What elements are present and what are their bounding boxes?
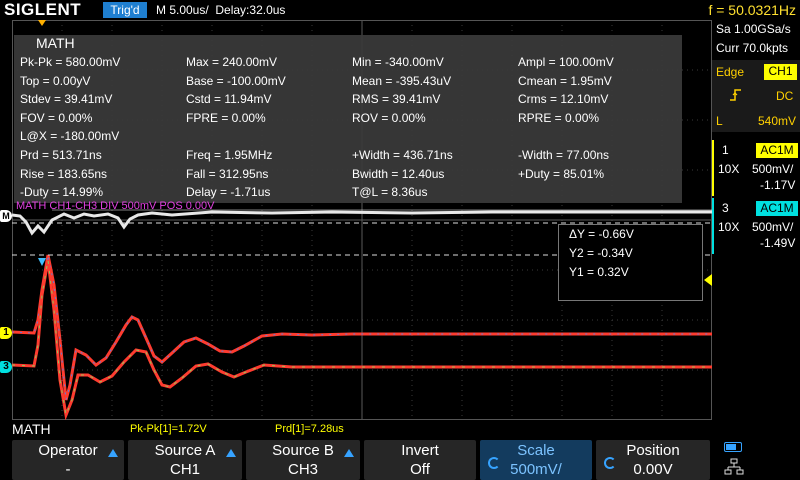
operator-label: Operator — [38, 442, 98, 459]
trigger-coupling: DC — [776, 89, 794, 103]
math-trace-label: MATH CH1-CH3 DIV 500mV POS 0.00V — [16, 200, 215, 212]
chevron-up-icon — [108, 449, 118, 457]
top-status-bar: SIGLENT Trig'd M 5.00us/ Delay:32.0us f … — [0, 0, 800, 20]
measurement-value: Mean = -395.43uV — [352, 73, 452, 88]
trigger-source-badge: CH1 — [764, 64, 797, 80]
timebase-readout[interactable]: M 5.00us/ Delay:32.0us — [156, 2, 285, 18]
measurement-value: Delay = -1.71us — [186, 185, 271, 200]
measurement-value: Cstd = 11.94mV — [186, 92, 272, 107]
cursor-marker-icon — [38, 258, 46, 266]
network-icon[interactable] — [724, 458, 744, 476]
measurement-value: FOV = 0.00% — [20, 110, 93, 125]
pkpk-stat: Pk-Pk[1]=1.72V — [130, 423, 207, 435]
frequency-counter: f = 50.0321Hz — [708, 2, 796, 18]
source-b-label: Source B — [272, 442, 334, 459]
trigger-status-badge[interactable]: Trig'd — [103, 2, 147, 18]
trigger-level-marker — [704, 274, 712, 286]
measurement-title: MATH — [36, 35, 75, 51]
measurement-value: Max = 240.00mV — [186, 55, 278, 69]
trigger-level-value: 540mV — [758, 114, 797, 128]
measurement-value: +Width = 436.71ns — [352, 148, 453, 162]
position-value: 0.00V — [633, 461, 673, 478]
cursor-y1: Y1 = 0.32V — [569, 265, 629, 279]
position-softkey[interactable]: Position 0.00V — [596, 440, 710, 480]
measurement-value: L@X = -180.00mV — [20, 129, 120, 144]
measurement-value: Base = -100.00mV — [186, 73, 286, 88]
delay-value: Delay:32.0us — [215, 3, 286, 17]
ch3-coupling-badge: AC1M — [756, 201, 798, 216]
trigger-level-label: L — [716, 114, 723, 128]
measurement-value: Stdev = 39.41mV — [20, 92, 113, 107]
math-marker[interactable]: M — [0, 210, 12, 222]
knob-icon — [488, 457, 500, 469]
operator-value: - — [65, 461, 71, 478]
ch1-marker[interactable]: 1 — [0, 327, 12, 339]
measurement-value: Crms = 12.10mV — [518, 92, 609, 107]
cursor-y2: Y2 = -0.34V — [569, 246, 633, 260]
invert-value: Off — [410, 461, 430, 478]
measurement-value: +Duty = 85.01% — [518, 166, 605, 181]
sample-rate: Sa 1.00GSa/s — [716, 22, 791, 36]
ch3-marker[interactable]: 3 — [0, 361, 12, 373]
invert-softkey[interactable]: Invert Off — [364, 440, 476, 480]
trigger-type: Edge — [716, 65, 745, 79]
source-a-value: CH1 — [169, 461, 200, 478]
brand-logo: SIGLENT — [4, 0, 82, 19]
measurement-value: -Width = 77.00ns — [518, 148, 610, 162]
rising-edge-icon — [730, 88, 742, 102]
operator-softkey[interactable]: Operator - — [12, 440, 124, 480]
position-label: Position — [626, 442, 680, 459]
measurement-value: Fall = 312.95ns — [186, 166, 269, 181]
measurement-value: ROV = 0.00% — [352, 110, 426, 125]
battery-icon — [724, 442, 742, 452]
ch3-scale: 500mV/ — [752, 220, 794, 234]
source-b-softkey[interactable]: Source B CH3 — [246, 440, 360, 480]
measurement-value: -Duty = 14.99% — [20, 185, 104, 200]
measurement-value: Bwidth = 12.40us — [352, 166, 445, 181]
trigger-position-marker — [38, 20, 46, 26]
measurement-value: Cmean = 1.95mV — [518, 73, 612, 88]
measurement-value: RPRE = 0.00% — [518, 110, 600, 125]
source-a-label: Source A — [154, 442, 216, 459]
memory-depth: Curr 70.0kpts — [716, 41, 789, 55]
measurement-value: Rise = 183.65ns — [20, 166, 108, 181]
menu-title: MATH — [12, 421, 51, 437]
invert-label: Invert — [401, 442, 439, 459]
period-stat: Prd[1]=7.28us — [275, 423, 344, 435]
cursor-readout: ΔY = -0.66V Y2 = -0.34V Y1 = 0.32V — [558, 224, 703, 301]
measurement-value: Freq = 1.95MHz — [186, 148, 273, 162]
measurement-value: RMS = 39.41mV — [352, 92, 441, 107]
ch1-scale: 500mV/ — [752, 162, 794, 176]
ch3-number: 3 — [722, 201, 729, 215]
measurement-value: T@L = 8.36us — [352, 185, 428, 200]
waveform-grid — [12, 20, 712, 420]
measurement-value: Pk-Pk = 580.00mV — [20, 55, 121, 69]
bottom-info-bar: MATH Pk-Pk[1]=1.72V Prd[1]=7.28us — [0, 420, 712, 438]
chevron-up-icon — [226, 449, 236, 457]
chevron-up-icon — [344, 449, 354, 457]
measurement-value: Min = -340.00mV — [352, 55, 444, 69]
source-b-value: CH3 — [287, 461, 318, 478]
measurement-panel: MATH — [14, 35, 682, 203]
source-a-softkey[interactable]: Source A CH1 — [128, 440, 242, 480]
measurement-value: Top = 0.00yV — [20, 73, 91, 88]
ch1-offset: -1.17V — [760, 178, 796, 192]
ch3-probe: 10X — [718, 220, 740, 234]
measurement-value: Prd = 513.71ns — [20, 148, 102, 162]
ch1-coupling-badge: AC1M — [756, 143, 798, 158]
scale-value: 500mV/ — [510, 461, 562, 478]
ch3-offset: -1.49V — [760, 236, 796, 250]
ch1-probe: 10X — [718, 162, 740, 176]
ch1-number: 1 — [722, 143, 729, 157]
scale-softkey[interactable]: Scale 500mV/ — [480, 440, 592, 480]
cursor-delta-y: ΔY = -0.66V — [569, 227, 634, 241]
knob-icon — [604, 457, 616, 469]
measurement-value: Ampl = 100.00mV — [518, 55, 614, 69]
measurement-value: FPRE = 0.00% — [186, 110, 266, 125]
timebase-value: M 5.00us/ — [156, 3, 209, 17]
scale-label: Scale — [517, 442, 555, 459]
